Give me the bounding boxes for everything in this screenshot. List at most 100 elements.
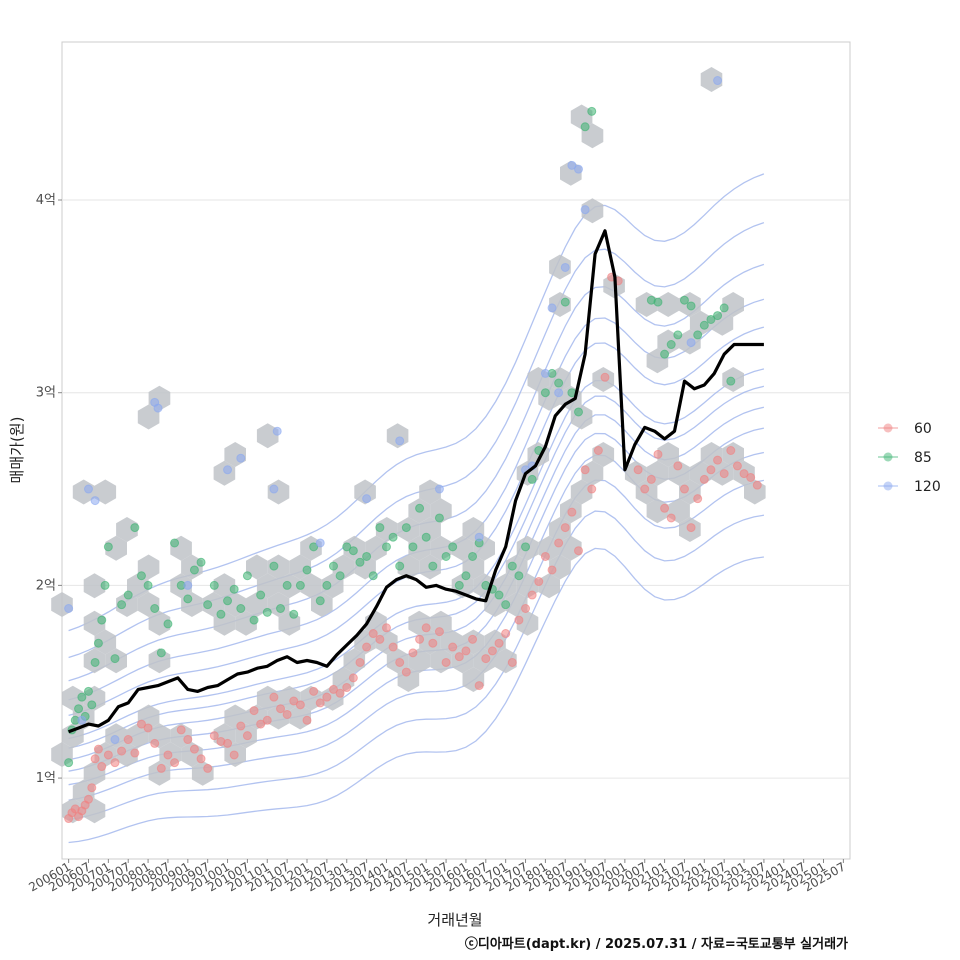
point-85 xyxy=(100,580,110,590)
hex-bin xyxy=(451,535,474,561)
point-120 xyxy=(77,715,87,725)
point-85 xyxy=(83,686,93,696)
legend-label: 120 xyxy=(914,479,941,495)
point-60 xyxy=(560,523,570,533)
point-60 xyxy=(640,484,650,494)
point-60 xyxy=(693,494,703,504)
legend: 60 85 120 xyxy=(878,421,941,495)
point-60 xyxy=(223,738,233,748)
point-60 xyxy=(726,446,736,455)
point-85 xyxy=(229,584,239,594)
point-85 xyxy=(87,700,97,710)
hex-bin xyxy=(94,479,117,505)
point-120 xyxy=(183,580,193,590)
point-60 xyxy=(97,762,107,772)
point-60 xyxy=(110,758,120,768)
point-85 xyxy=(554,378,564,388)
point-85 xyxy=(322,580,332,590)
point-85 xyxy=(699,320,709,330)
point-60 xyxy=(686,523,696,533)
point-60 xyxy=(408,648,418,658)
point-85 xyxy=(302,565,312,575)
point-60 xyxy=(189,744,199,754)
x-axis: 2006012006072007012007072008012008072009… xyxy=(26,859,848,895)
point-60 xyxy=(315,698,325,708)
point-60 xyxy=(600,372,610,382)
point-120 xyxy=(236,453,246,463)
point-60 xyxy=(249,706,259,716)
point-120 xyxy=(90,496,100,506)
point-60 xyxy=(468,634,478,644)
point-60 xyxy=(653,449,663,459)
point-120 xyxy=(554,388,564,398)
legend-label: 85 xyxy=(914,450,932,466)
point-60 xyxy=(355,657,365,667)
point-85 xyxy=(408,542,418,552)
point-60 xyxy=(236,721,246,731)
point-60 xyxy=(90,754,100,764)
point-60 xyxy=(580,465,590,475)
point-60 xyxy=(388,642,398,652)
y-axis-title: 매매가(원) xyxy=(8,417,26,484)
y-axis: 1억 2억 3억 4억 xyxy=(36,193,62,786)
hex-bin xyxy=(419,479,441,505)
point-60 xyxy=(673,461,683,471)
point-60 xyxy=(242,731,252,741)
point-85 xyxy=(64,758,74,768)
point-120 xyxy=(362,494,372,504)
point-85 xyxy=(328,561,338,571)
point-60 xyxy=(739,469,749,479)
point-60 xyxy=(441,657,451,667)
point-85 xyxy=(726,376,736,386)
point-85 xyxy=(362,551,372,561)
contour-line xyxy=(68,510,765,821)
point-85 xyxy=(130,523,140,533)
point-85 xyxy=(428,561,438,571)
point-85 xyxy=(123,590,133,600)
hex-bin xyxy=(246,554,268,580)
point-60 xyxy=(348,673,358,683)
point-60 xyxy=(713,455,723,465)
point-60 xyxy=(342,683,352,693)
point-120 xyxy=(474,532,484,542)
point-60 xyxy=(163,750,173,760)
median-line-layer xyxy=(68,229,764,734)
hex-bin xyxy=(127,723,149,749)
point-60 xyxy=(209,731,219,741)
point-85 xyxy=(223,596,233,606)
point-60 xyxy=(666,513,676,523)
hex-bin xyxy=(700,67,723,92)
hex-bin xyxy=(343,648,366,674)
point-60 xyxy=(103,750,113,760)
point-85 xyxy=(713,311,723,321)
point-60 xyxy=(574,546,584,556)
legend-label: 60 xyxy=(914,421,932,437)
point-85 xyxy=(242,571,252,581)
point-85 xyxy=(693,330,703,340)
point-60 xyxy=(395,657,405,667)
point-60 xyxy=(752,480,762,490)
point-85 xyxy=(454,580,464,590)
point-85 xyxy=(256,590,266,600)
point-60 xyxy=(322,692,332,702)
hex-bin xyxy=(116,517,138,542)
point-85 xyxy=(189,565,199,575)
point-85 xyxy=(295,580,305,590)
point-85 xyxy=(666,340,676,350)
point-60 xyxy=(501,629,511,639)
point-85 xyxy=(196,557,206,567)
point-85 xyxy=(368,571,378,581)
point-85 xyxy=(401,523,411,533)
point-85 xyxy=(540,388,550,398)
point-60 xyxy=(587,484,597,494)
point-60 xyxy=(123,735,133,745)
point-60 xyxy=(567,507,577,517)
hex-bin xyxy=(570,479,593,505)
hex-bin xyxy=(408,535,431,561)
point-85 xyxy=(686,301,696,311)
point-85 xyxy=(679,295,689,305)
legend-key xyxy=(883,481,893,491)
point-60 xyxy=(203,763,213,773)
point-60 xyxy=(461,646,471,656)
point-85 xyxy=(103,542,113,552)
